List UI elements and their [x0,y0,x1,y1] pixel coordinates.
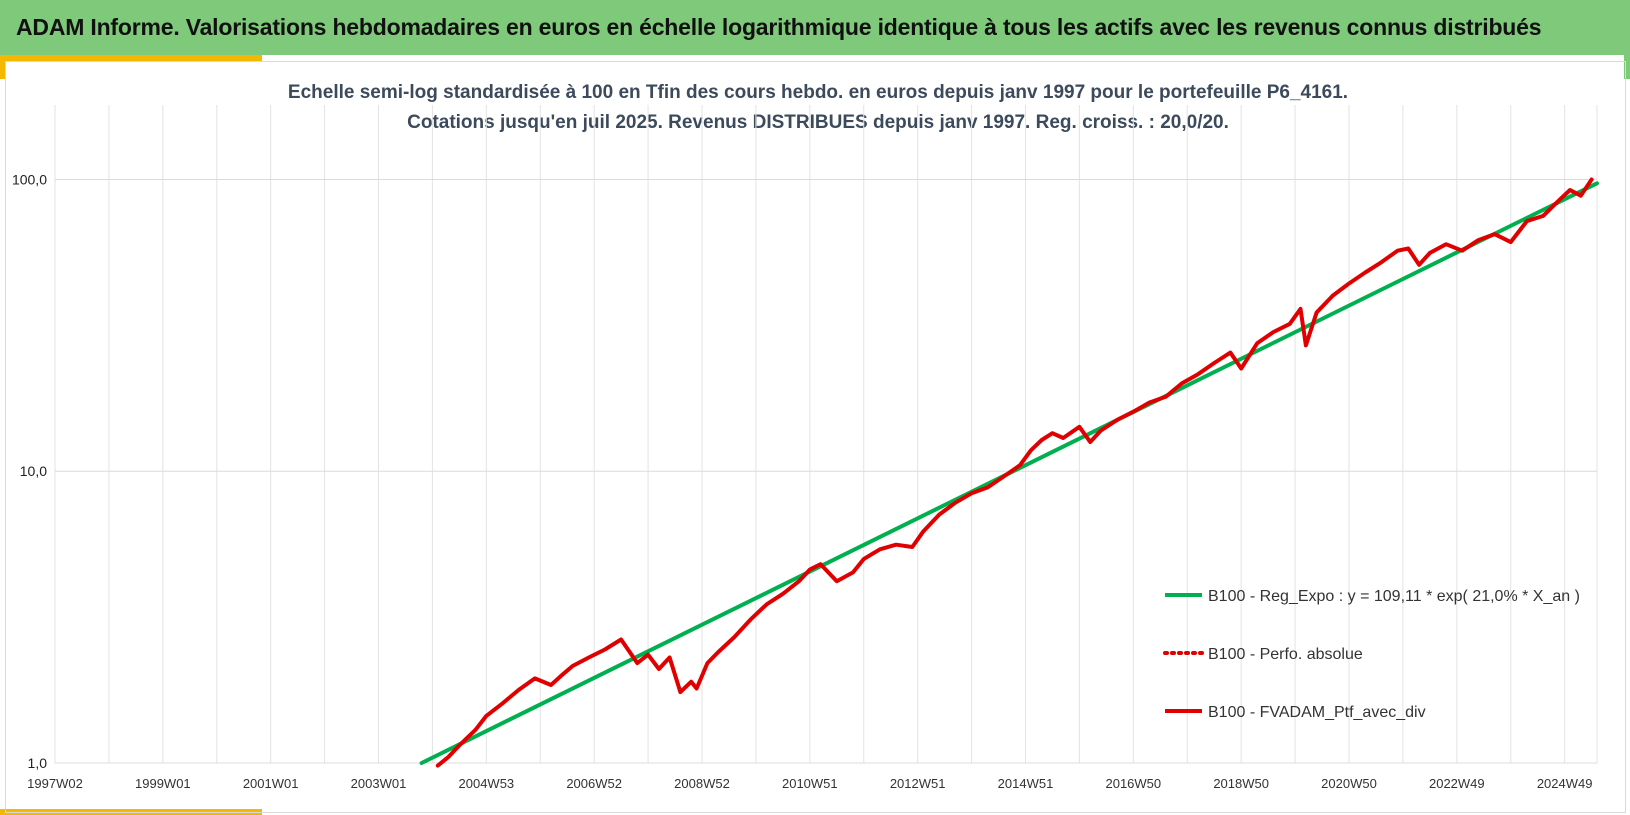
x-tick-label: 2022W49 [1429,776,1485,791]
x-tick-label: 2008W52 [674,776,730,791]
x-tick-label: 2001W01 [243,776,299,791]
x-tick-label: 2014W51 [998,776,1054,791]
x-tick-label: 1999W01 [135,776,191,791]
legend-label: B100 - FVADAM_Ptf_avec_div [1208,704,1426,721]
series [419,177,1599,768]
y-tick-label: 100,0 [12,171,47,187]
y-tick-label: 1,0 [28,755,48,771]
grid [54,105,1598,764]
x-tick-label: 2006W52 [566,776,622,791]
x-tick-label: 2003W01 [351,776,407,791]
accent-bar-right [1624,55,1630,79]
accent-bar-top [0,55,262,61]
series-line-3 [435,177,1594,768]
x-tick-label: 2016W50 [1105,776,1161,791]
legend-label: B100 - Perfo. absolue [1208,646,1363,663]
x-tick-label: 1997W02 [27,776,83,791]
legend: B100 - Reg_Expo : y = 109,11 * exp( 21,0… [1163,588,1580,721]
x-tick-label: 2024W49 [1537,776,1593,791]
chart-title: Echelle semi-log standardisée à 100 en T… [288,82,1348,103]
accent-bar-left [0,55,6,79]
x-tick-label: 2004W53 [459,776,515,791]
axis-ticks: 1997W02 1999W01 2001W01 2003W01 2004W53 2006W… [12,171,1593,791]
x-tick-label: 2012W51 [890,776,946,791]
y-tick-label: 10,0 [20,463,47,479]
x-tick-label: 2018W50 [1213,776,1269,791]
legend-label: B100 - Reg_Expo : y = 109,11 * exp( 21,0… [1208,588,1580,605]
header-banner: ADAM Informe. Valorisations hebdomadaire… [0,0,1630,55]
x-tick-label: 2010W51 [782,776,838,791]
x-tick-label: 2020W50 [1321,776,1377,791]
chart-frame [5,61,1626,813]
banner-title: ADAM Informe. Valorisations hebdomadaire… [16,14,1542,40]
chart-subtitle: Cotations jusqu'en juil 2025. Revenus DI… [407,112,1229,133]
